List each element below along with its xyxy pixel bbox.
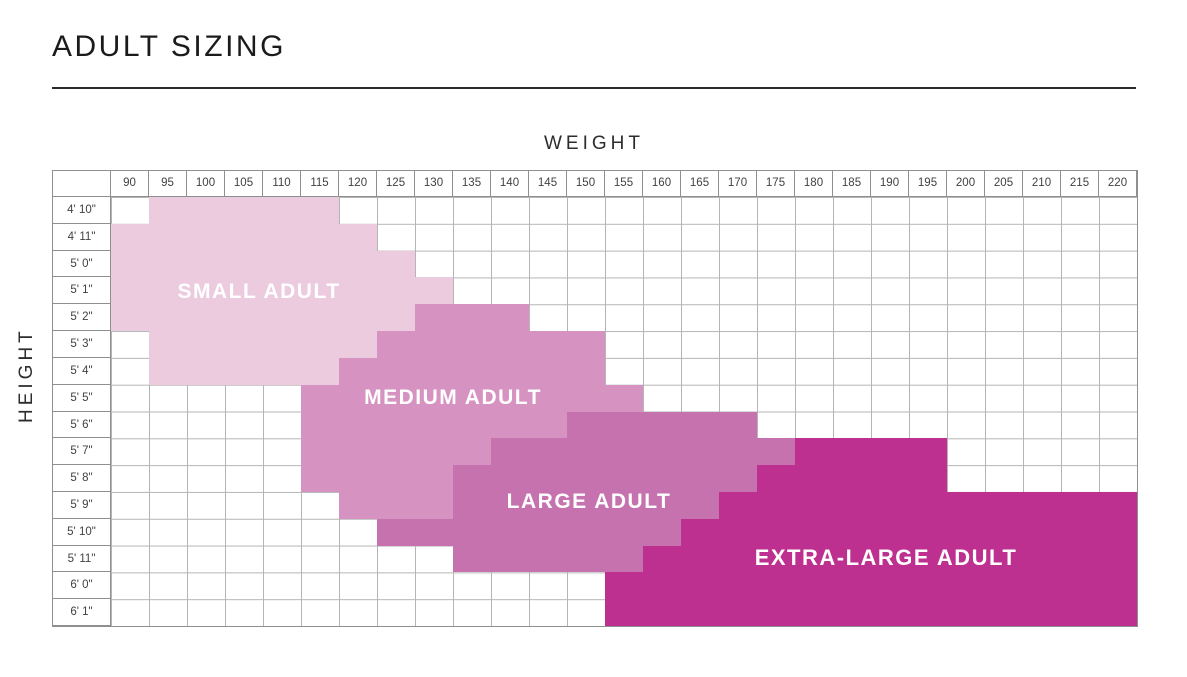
- weight-header-cell: 175: [757, 171, 795, 197]
- weight-header-cell: 110: [263, 171, 301, 197]
- weight-header-cell: 125: [377, 171, 415, 197]
- weight-header-cell: 120: [339, 171, 377, 197]
- large-adult-label: LARGE ADULT: [506, 490, 672, 513]
- small-adult-span: [111, 250, 415, 278]
- weight-header-cell: 220: [1099, 171, 1137, 197]
- weight-header-cell: 160: [643, 171, 681, 197]
- large-adult-span: [491, 438, 795, 466]
- weight-header-cell: 100: [187, 171, 225, 197]
- extra-large-adult-span: [681, 518, 1137, 546]
- small-adult-label: SMALL ADULT: [177, 280, 341, 303]
- medium-adult-span: [377, 331, 605, 358]
- extra-large-adult-span: [605, 599, 1137, 626]
- large-adult-span: [453, 465, 757, 492]
- height-label-cell: 5' 11": [53, 545, 111, 573]
- small-adult-span: [111, 277, 453, 305]
- weight-header-cell: 130: [415, 171, 453, 197]
- title-divider: [52, 87, 1136, 89]
- height-label-cell: 5' 8": [53, 465, 111, 492]
- corner-cell: [53, 171, 111, 197]
- weight-header-cell: 180: [795, 171, 833, 197]
- weight-header-cell: 215: [1061, 171, 1099, 197]
- height-label-cell: 4' 10": [53, 197, 111, 224]
- extra-large-adult-span: [795, 438, 947, 466]
- weight-header-cell: 170: [719, 171, 757, 197]
- large-adult-span: [567, 411, 757, 439]
- weight-header-cell: 205: [985, 171, 1023, 197]
- sizing-chart: 90 95 100 105 110 115 120 125 130 135 140 145 150 155…: [52, 170, 1138, 627]
- small-adult-span: [111, 304, 415, 332]
- weight-header-cell: 195: [909, 171, 947, 197]
- large-adult-span: [453, 545, 643, 573]
- height-label-cell: 5' 6": [53, 411, 111, 439]
- large-adult-span: [377, 518, 681, 546]
- medium-adult-span: [339, 491, 453, 519]
- weight-header-cell: 200: [947, 171, 985, 197]
- extra-large-adult-label: EXTRA-LARGE ADULT: [754, 545, 1018, 570]
- weight-header-cell: 165: [681, 171, 719, 197]
- medium-adult-span: [301, 438, 491, 466]
- height-label-cell: 4' 11": [53, 223, 111, 251]
- medium-adult-span: [339, 357, 605, 385]
- height-label-cell: 5' 1": [53, 277, 111, 305]
- height-label-cell: 5' 9": [53, 491, 111, 519]
- weight-header-cell: 105: [225, 171, 263, 197]
- small-adult-span: [149, 331, 377, 358]
- weight-header-cell: 115: [301, 171, 339, 197]
- extra-large-adult-span: [643, 545, 1137, 573]
- small-adult-span: [149, 357, 339, 385]
- height-label-cell: 5' 2": [53, 304, 111, 332]
- height-label-cell: 5' 5": [53, 384, 111, 412]
- height-label-cell: 6' 1": [53, 599, 111, 626]
- weight-header-cell: 140: [491, 171, 529, 197]
- extra-large-adult-span: [757, 465, 947, 492]
- weight-header-cell: 155: [605, 171, 643, 197]
- height-label-cell: 5' 10": [53, 518, 111, 546]
- height-label-cell: 5' 3": [53, 331, 111, 358]
- medium-adult-span: [301, 384, 643, 412]
- weight-header-cell: 185: [833, 171, 871, 197]
- weight-header-cell: 150: [567, 171, 605, 197]
- extra-large-adult-span: [719, 491, 1137, 519]
- large-adult-span: [453, 491, 719, 519]
- medium-adult-label: MEDIUM ADULT: [364, 386, 542, 409]
- medium-adult-span: [415, 304, 529, 332]
- weight-header-cell: 90: [111, 171, 149, 197]
- height-axis-label: HEIGHT: [16, 327, 37, 423]
- page-title: ADULT SIZING: [52, 30, 286, 63]
- medium-adult-span: [301, 411, 567, 439]
- weight-header-cell: 135: [453, 171, 491, 197]
- weight-header-cell: 210: [1023, 171, 1061, 197]
- weight-header-cell: 95: [149, 171, 187, 197]
- weight-axis-label: WEIGHT: [544, 133, 644, 154]
- small-adult-span: [111, 223, 377, 251]
- extra-large-adult-span: [605, 572, 1137, 600]
- height-label-cell: 5' 4": [53, 357, 111, 385]
- small-adult-span: [149, 197, 339, 224]
- weight-header-cell: 145: [529, 171, 567, 197]
- height-label-cell: 5' 0": [53, 250, 111, 278]
- height-label-cell: 6' 0": [53, 572, 111, 600]
- medium-adult-span: [301, 465, 453, 492]
- height-label-cell: 5' 7": [53, 438, 111, 466]
- weight-header-cell: 190: [871, 171, 909, 197]
